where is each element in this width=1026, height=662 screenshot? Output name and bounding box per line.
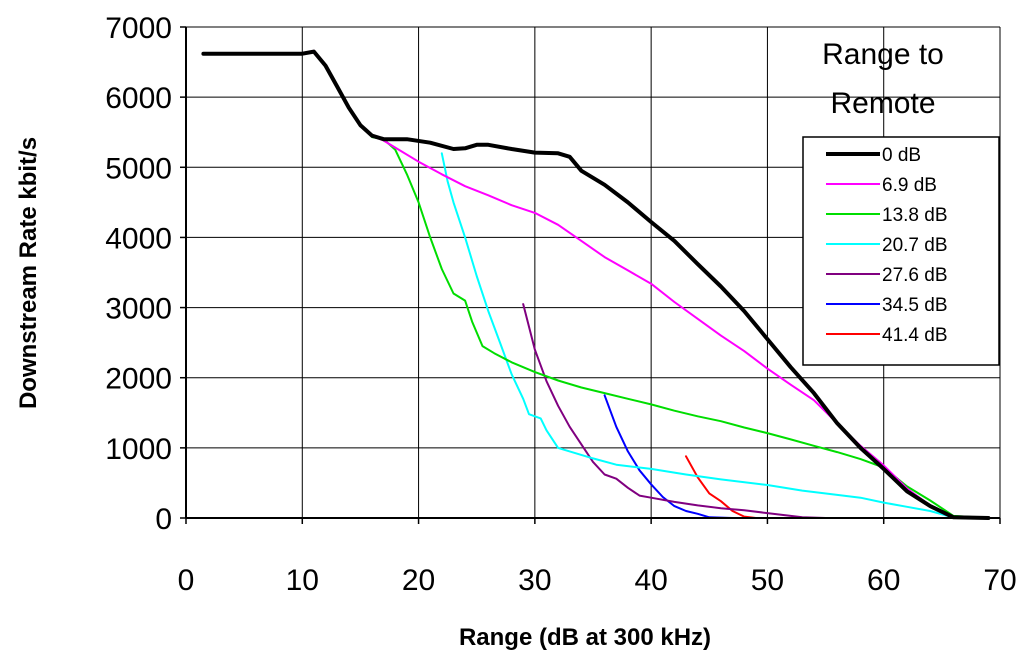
x-tick-label: 30 [518,564,551,597]
legend: Range to Remote 0 dB 6.9 dB 13.8 dB 20.7 dB… [802,38,1000,366]
x-tick-label: 10 [286,564,319,597]
series-line-13-8-db [371,136,990,519]
legend-items: 0 dB 6.9 dB 13.8 dB 20.7 dB 27.6 dB 34.5 dB 41… [826,145,948,346]
x-axis-label: Range (dB at 300 kHz) [459,624,711,651]
series-line-20-7-db [440,152,990,519]
legend-entry-label: 41.4 dB [882,325,948,346]
legend-entry-label: 0 dB [882,145,921,166]
legend-entry-label: 13.8 dB [882,205,948,226]
legend-title-line-2: Remote [830,87,935,120]
y-tick-label: 2000 [105,363,172,396]
x-tick-label: 20 [402,564,435,597]
x-tick-label: 60 [867,564,900,597]
y-tick-labels: 0 1000 2000 3000 4000 5000 6000 7000 [105,12,172,536]
x-tick-label: 50 [751,564,784,597]
legend-entry-label: 20.7 dB [882,235,948,256]
legend-box [802,136,1000,366]
y-tick-label: 4000 [105,222,172,255]
y-axis-label: Downstream Rate kbit/s [15,137,42,409]
y-tick-label: 3000 [105,293,172,326]
x-tick-label: 70 [983,564,1016,597]
y-tick-label: 6000 [105,82,172,115]
series-lines [201,49,991,520]
y-tick-label: 1000 [105,433,172,466]
y-tick-label: 5000 [105,152,172,185]
legend-title-line-1: Range to [822,38,944,71]
y-tick-label: 7000 [105,12,172,45]
axes [180,26,1001,524]
y-tick-label: 0 [155,503,172,536]
x-tick-label: 0 [178,564,195,597]
legend-entry-label: 6.9 dB [882,175,937,196]
x-tick-label: 40 [634,564,667,597]
series-line-27-6-db [522,303,990,519]
legend-entry-label: 27.6 dB [882,265,948,286]
x-tick-labels: 0 10 20 30 40 50 60 70 [178,564,1017,597]
legend-entry-label: 34.5 dB [882,295,948,316]
series-line-0-db [201,49,991,520]
